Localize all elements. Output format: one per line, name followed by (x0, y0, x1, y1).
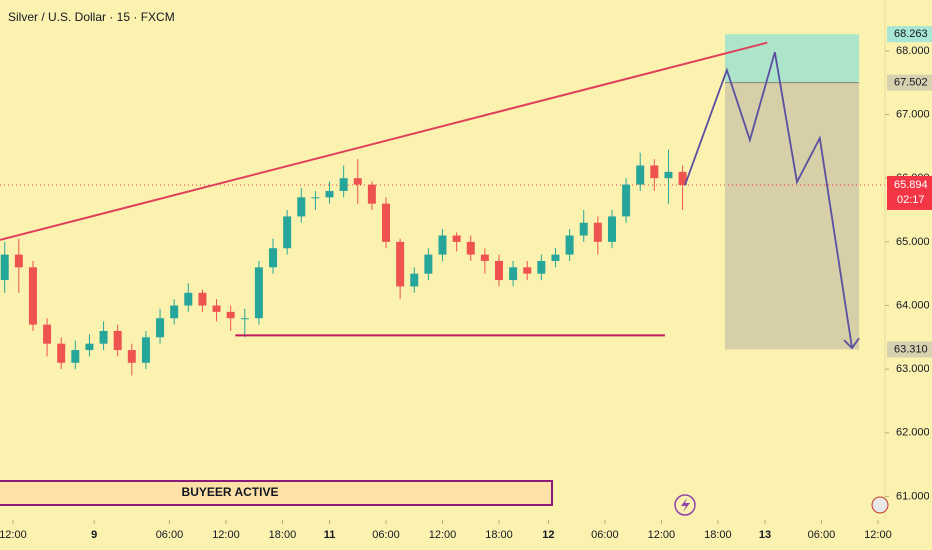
candle-body (71, 350, 80, 363)
trend-line (0, 41, 768, 241)
candle-body (240, 318, 249, 320)
candle-body (452, 235, 461, 242)
candle-body (28, 267, 37, 325)
y-tick-label: 68.000 (896, 45, 930, 57)
flag-icon[interactable] (871, 496, 889, 514)
candle-body (269, 248, 278, 268)
projection-arrow (843, 337, 860, 350)
candle-body (254, 267, 263, 319)
candle-body (353, 178, 362, 185)
candle-body (537, 260, 546, 274)
candle-body (636, 165, 645, 185)
target-zone (724, 34, 860, 83)
candle-body (184, 292, 193, 306)
x-tick-label: 18:00 (485, 529, 513, 541)
annotation-box (0, 480, 553, 506)
annotation: BUYEER ACTIVE (182, 485, 279, 499)
candle-body (523, 267, 532, 274)
x-tick-label: 12:00 (864, 529, 892, 541)
x-tick-label: 12:00 (648, 529, 676, 541)
stop-zone (724, 82, 860, 350)
candle-body (650, 165, 659, 179)
candle-body (438, 235, 447, 255)
x-tick-label: 11 (324, 529, 336, 541)
candle-body (382, 203, 391, 242)
x-tick-label: 12:00 (0, 529, 27, 541)
y-tick-label: 67.000 (896, 108, 930, 120)
candle-body (226, 311, 235, 319)
x-tick-label: 12:00 (429, 529, 457, 541)
y-tick-label: 62.000 (896, 427, 930, 439)
x-tick-label: 06:00 (808, 529, 836, 541)
entry-label: 67.502 (894, 77, 928, 89)
stop-label: 63.310 (894, 343, 928, 355)
x-tick-label: 13 (759, 529, 771, 541)
target-label-bg (887, 26, 932, 43)
y-tick-label: 65.000 (896, 236, 930, 248)
stop-label-bg (887, 341, 932, 358)
candle-body (212, 305, 221, 312)
candle-body (0, 254, 9, 281)
candle-body (325, 190, 334, 198)
candle-body (283, 216, 292, 249)
chart-title: Silver / U.S. Dollar · 15 · FXCM (8, 10, 175, 24)
current-price-bg (887, 175, 932, 210)
event-icon-bolt (681, 498, 690, 512)
candle-body (57, 343, 66, 363)
candle-body (664, 171, 673, 179)
candle-body (339, 178, 348, 191)
y-tick-label: 63.000 (896, 363, 930, 375)
candle-body (579, 222, 588, 236)
candle-body (509, 267, 518, 281)
target-label: 68.263 (894, 28, 928, 40)
candle-body (678, 171, 687, 185)
candle-body (466, 241, 475, 255)
candle-body (480, 254, 489, 261)
candle-body (99, 330, 108, 344)
candle-body (607, 216, 616, 242)
x-tick-label: 18:00 (269, 529, 297, 541)
candle-body (85, 343, 94, 351)
candle-body (424, 254, 433, 274)
x-tick-label: 06:00 (591, 529, 619, 541)
candle-body (593, 222, 602, 242)
projection-path (684, 51, 853, 349)
x-tick-label: 9 (91, 529, 97, 541)
candle-body (367, 184, 376, 204)
candle-body (551, 254, 560, 261)
candle-body (141, 337, 150, 363)
candle-body (156, 318, 165, 338)
x-tick-label: 12:00 (212, 529, 240, 541)
candle-body (565, 235, 574, 255)
entry-label-bg (887, 74, 932, 91)
candle-body (43, 324, 52, 344)
countdown-label: 02:17 (897, 194, 925, 206)
candle-body (113, 330, 122, 351)
current-price-label: 65.894 (894, 179, 928, 191)
event-icon[interactable] (674, 494, 696, 516)
candle-body (494, 260, 503, 281)
y-tick-label: 61.000 (896, 490, 930, 502)
x-tick-label: 18:00 (704, 529, 732, 541)
candle-body (170, 305, 179, 319)
y-tick-label: 64.000 (896, 299, 930, 311)
candle-body (311, 197, 320, 199)
x-tick-label: 06:00 (372, 529, 400, 541)
candle-body (297, 197, 306, 217)
zones (724, 34, 860, 350)
candle-body (127, 350, 136, 363)
candle-body (198, 292, 207, 306)
x-tick-label: 06:00 (156, 529, 184, 541)
x-tick-label: 12 (542, 529, 554, 541)
candle-body (396, 241, 405, 287)
candle-body (14, 254, 23, 268)
candle-body (410, 273, 419, 287)
plot (0, 41, 885, 376)
candle-body (622, 184, 631, 217)
